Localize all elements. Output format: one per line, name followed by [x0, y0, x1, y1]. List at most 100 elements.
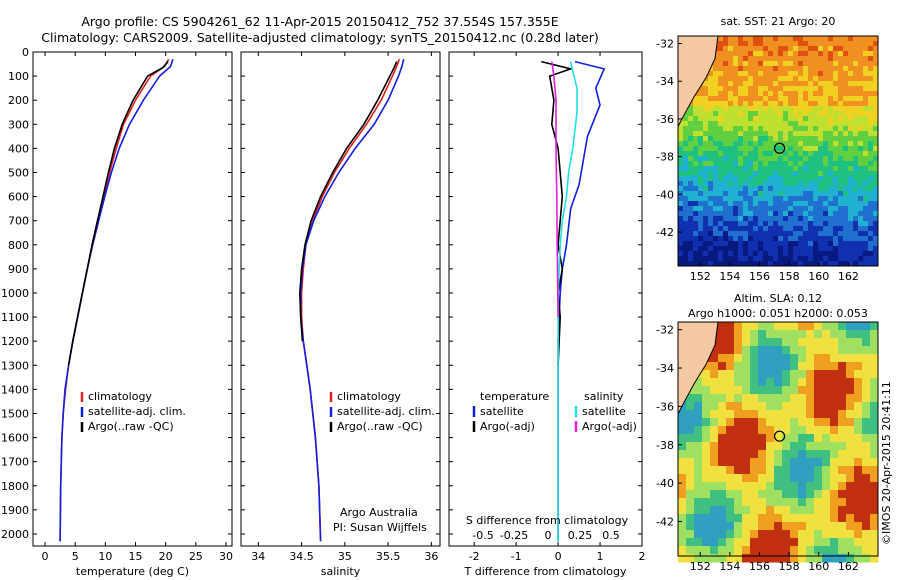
- sst-map-pixel: [873, 236, 879, 242]
- sla-map-pixel: [758, 426, 767, 435]
- sla-map-pixel: [710, 530, 719, 539]
- sla-map-pixel: [814, 546, 823, 555]
- sla-map-pixel: [846, 426, 855, 435]
- sla-map-pixel: [854, 434, 863, 443]
- sst-map-pixel: [713, 211, 719, 217]
- sla-map-pixel: [790, 346, 799, 355]
- sst-map-pixel: [723, 226, 729, 232]
- depth-tick-label: 1300: [1, 359, 29, 372]
- sla-map-pixel: [742, 434, 751, 443]
- sst-map-pixel: [763, 51, 769, 57]
- sst-map-pixel: [838, 36, 844, 42]
- sst-map-pixel: [793, 136, 799, 142]
- sst-map-pixel: [723, 56, 729, 62]
- sst-map-pixel: [848, 161, 854, 167]
- sst-map-pixel: [733, 91, 739, 97]
- sst-map-pixel: [873, 256, 879, 262]
- sla-map-pixel: [766, 506, 775, 515]
- sst-map-pixel: [793, 261, 799, 267]
- sst-map-pixel: [738, 181, 744, 187]
- sla-map-pixel: [766, 554, 775, 563]
- sst-map-pixel: [678, 191, 684, 197]
- sst-map-pixel: [723, 166, 729, 172]
- sst-map-pixel: [793, 71, 799, 77]
- sla-map-pixel: [686, 402, 695, 411]
- sla-map-pixel: [790, 394, 799, 403]
- sst-map-pixel: [753, 236, 759, 242]
- sla-map-pixel: [798, 554, 807, 563]
- sst-map-pixel: [713, 251, 719, 257]
- sla-map-pixel: [830, 458, 839, 467]
- sst-map-pixel: [733, 206, 739, 212]
- sst-map-pixel: [723, 171, 729, 177]
- sst-map-pixel: [813, 201, 819, 207]
- sla-map-pixel: [710, 386, 719, 395]
- sst-map-pixel: [778, 76, 784, 82]
- sst-map-pixel: [768, 181, 774, 187]
- sst-map-pixel: [838, 71, 844, 77]
- sla-map-pixel: [758, 506, 767, 515]
- sst-map-pixel: [863, 196, 869, 202]
- sst-map-pixel: [768, 201, 774, 207]
- sla-map-pixel: [750, 538, 759, 547]
- sst-map-pixel: [698, 96, 704, 102]
- sla-map-pixel: [870, 538, 879, 547]
- sst-map-pixel: [738, 96, 744, 102]
- sst-map-pixel: [758, 241, 764, 247]
- sst-map-pixel: [733, 116, 739, 122]
- sst-map-pixel: [873, 71, 879, 77]
- sla-map-pixel: [726, 466, 735, 475]
- sla-map-pixel: [798, 538, 807, 547]
- sla-map-pixel: [750, 474, 759, 483]
- sla-map-pixel: [678, 458, 687, 467]
- sst-map-pixel: [728, 246, 734, 252]
- sst-map-pixel: [728, 36, 734, 42]
- sla-map-pixel: [782, 362, 791, 371]
- sst-map-pixel: [688, 241, 694, 247]
- sst-map-pixel: [783, 136, 789, 142]
- sla-map-pixel: [798, 330, 807, 339]
- sst-map-pixel: [868, 56, 874, 62]
- sst-map-pixel: [693, 171, 699, 177]
- sst-map-pixel: [868, 166, 874, 172]
- sst-map-pixel: [793, 241, 799, 247]
- sla-map-pixel: [742, 538, 751, 547]
- sst-map-pixel: [833, 71, 839, 77]
- sst-map-pixel: [738, 91, 744, 97]
- sla-map-pixel: [790, 474, 799, 483]
- sla-map-pixel: [678, 426, 687, 435]
- sla-map-pixel: [718, 442, 727, 451]
- sst-map-pixel: [808, 226, 814, 232]
- sla-map-pixel: [702, 402, 711, 411]
- sst-map-pixel: [793, 211, 799, 217]
- sst-map-pixel: [748, 226, 754, 232]
- sla-map-pixel: [742, 498, 751, 507]
- sla-map-pixel: [822, 330, 831, 339]
- sst-map-pixel: [763, 166, 769, 172]
- sst-map-pixel: [778, 161, 784, 167]
- sst-map-pixel: [733, 106, 739, 112]
- sst-map-pixel: [858, 171, 864, 177]
- sst-map-pixel: [733, 236, 739, 242]
- sla-map-pixel: [862, 370, 871, 379]
- sla-map-pixel: [790, 362, 799, 371]
- sla-map-pixel: [822, 450, 831, 459]
- sst-map-pixel: [783, 226, 789, 232]
- sst-map-pixel: [733, 131, 739, 137]
- sst-map-pixel: [823, 156, 829, 162]
- sst-map-pixel: [843, 246, 849, 252]
- sst-map-pixel: [708, 236, 714, 242]
- sst-map-pixel: [728, 241, 734, 247]
- sla-map-pixel: [846, 410, 855, 419]
- sst-map-pixel: [808, 56, 814, 62]
- sst-map-pixel: [678, 126, 684, 132]
- sla-map-pixel: [854, 506, 863, 515]
- sst-map-pixel: [773, 126, 779, 132]
- sst-map-pixel: [773, 116, 779, 122]
- sst-map-pixel: [758, 236, 764, 242]
- sst-map-pixel: [793, 231, 799, 237]
- sla-map-xtick-label: 158: [779, 560, 800, 573]
- sla-map-pixel: [814, 530, 823, 539]
- sst-map-pixel: [763, 121, 769, 127]
- sst-map-pixel: [798, 261, 804, 267]
